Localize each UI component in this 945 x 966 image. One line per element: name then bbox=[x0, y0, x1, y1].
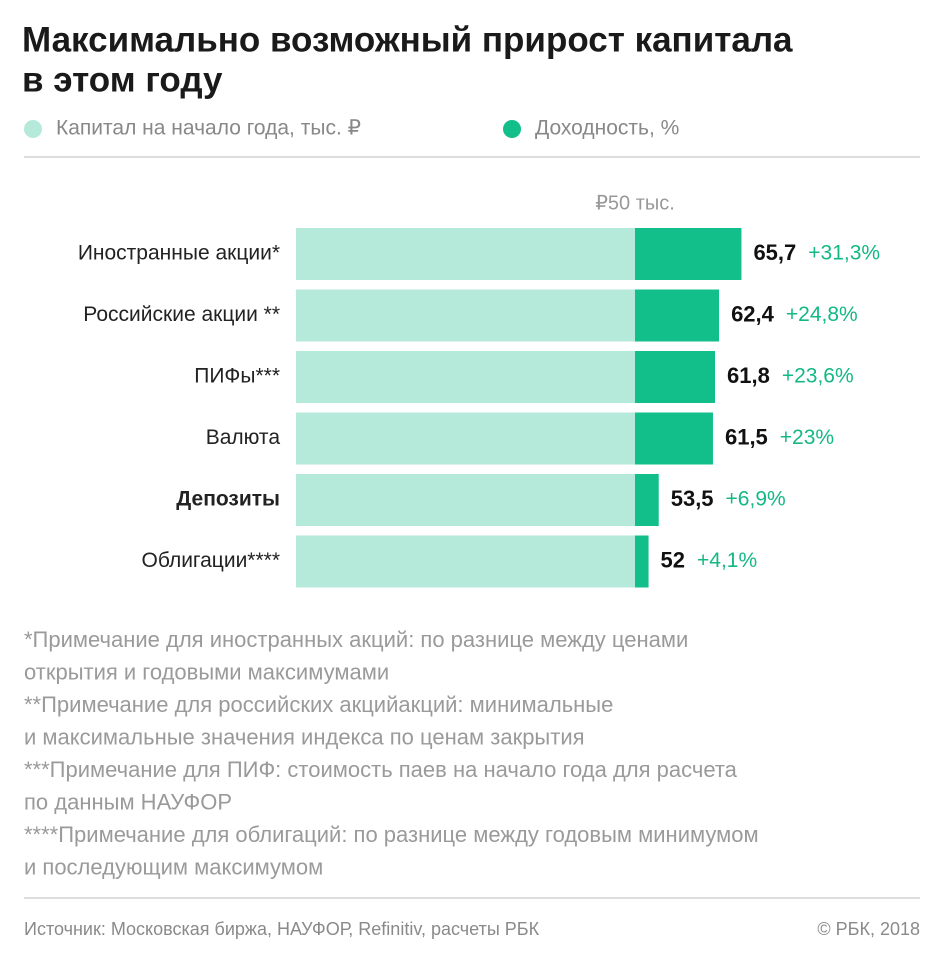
note: и максимальные значения индекса по ценам… bbox=[24, 724, 585, 749]
bar-gain bbox=[635, 351, 716, 403]
category-label: ПИФы*** bbox=[194, 365, 280, 388]
category-label: Российские акции ** bbox=[83, 303, 280, 326]
bar-capital bbox=[296, 535, 635, 588]
note: по данным НАУФОР bbox=[24, 789, 232, 814]
bar-capital bbox=[296, 474, 635, 526]
note: ****Примечание для облигаций: по разнице… bbox=[24, 822, 759, 847]
note: ***Примечание для ПИФ: стоимость паев на… bbox=[24, 757, 738, 782]
value-label: 53,5 bbox=[671, 486, 714, 511]
bar-capital bbox=[296, 289, 635, 342]
bar-gain bbox=[635, 228, 742, 280]
legend-label: Капитал на начало года, тыс. ₽ bbox=[56, 117, 361, 140]
x-tick-label: ₽50 тыс. bbox=[595, 192, 675, 214]
category-label: Иностранные акции* bbox=[78, 242, 280, 265]
yield-label: +23% bbox=[780, 426, 834, 449]
value-label: 61,5 bbox=[725, 424, 768, 449]
bar-capital bbox=[296, 228, 635, 280]
legend-swatch bbox=[24, 120, 42, 138]
note: и последующим максимумом bbox=[24, 854, 323, 879]
bar-gain bbox=[635, 535, 649, 588]
yield-label: +6,9% bbox=[726, 488, 786, 511]
yield-label: +24,8% bbox=[786, 303, 858, 326]
yield-label: +31,3% bbox=[808, 242, 880, 265]
value-label: 52 bbox=[661, 547, 685, 572]
category-label: Валюта bbox=[206, 426, 281, 449]
note: **Примечание для российских акцийакций: … bbox=[24, 692, 613, 717]
value-label: 61,8 bbox=[727, 363, 770, 388]
value-label: 65,7 bbox=[753, 240, 796, 265]
chart-title: в этом году bbox=[22, 60, 223, 99]
bar-capital bbox=[296, 412, 635, 465]
category-label: Депозиты bbox=[176, 488, 280, 511]
note: открытия и годовыми максимумами bbox=[24, 659, 389, 684]
legend-label: Доходность, % bbox=[535, 117, 679, 140]
value-label: 62,4 bbox=[731, 301, 775, 326]
source: Источник: Московская биржа, НАУФОР, Refi… bbox=[24, 919, 540, 939]
bar-gain bbox=[635, 412, 713, 465]
yield-label: +4,1% bbox=[697, 549, 757, 572]
bar-gain bbox=[635, 474, 659, 526]
category-label: Облигации**** bbox=[142, 549, 280, 572]
note: *Примечание для иностранных акций: по ра… bbox=[24, 627, 688, 652]
bar-gain bbox=[635, 289, 720, 342]
chart-title: Максимально возможный прирост капитала bbox=[22, 20, 793, 59]
yield-label: +23,6% bbox=[782, 365, 854, 388]
bar-capital bbox=[296, 351, 635, 403]
legend-swatch bbox=[503, 120, 521, 138]
copyright: © РБК, 2018 bbox=[817, 919, 920, 939]
